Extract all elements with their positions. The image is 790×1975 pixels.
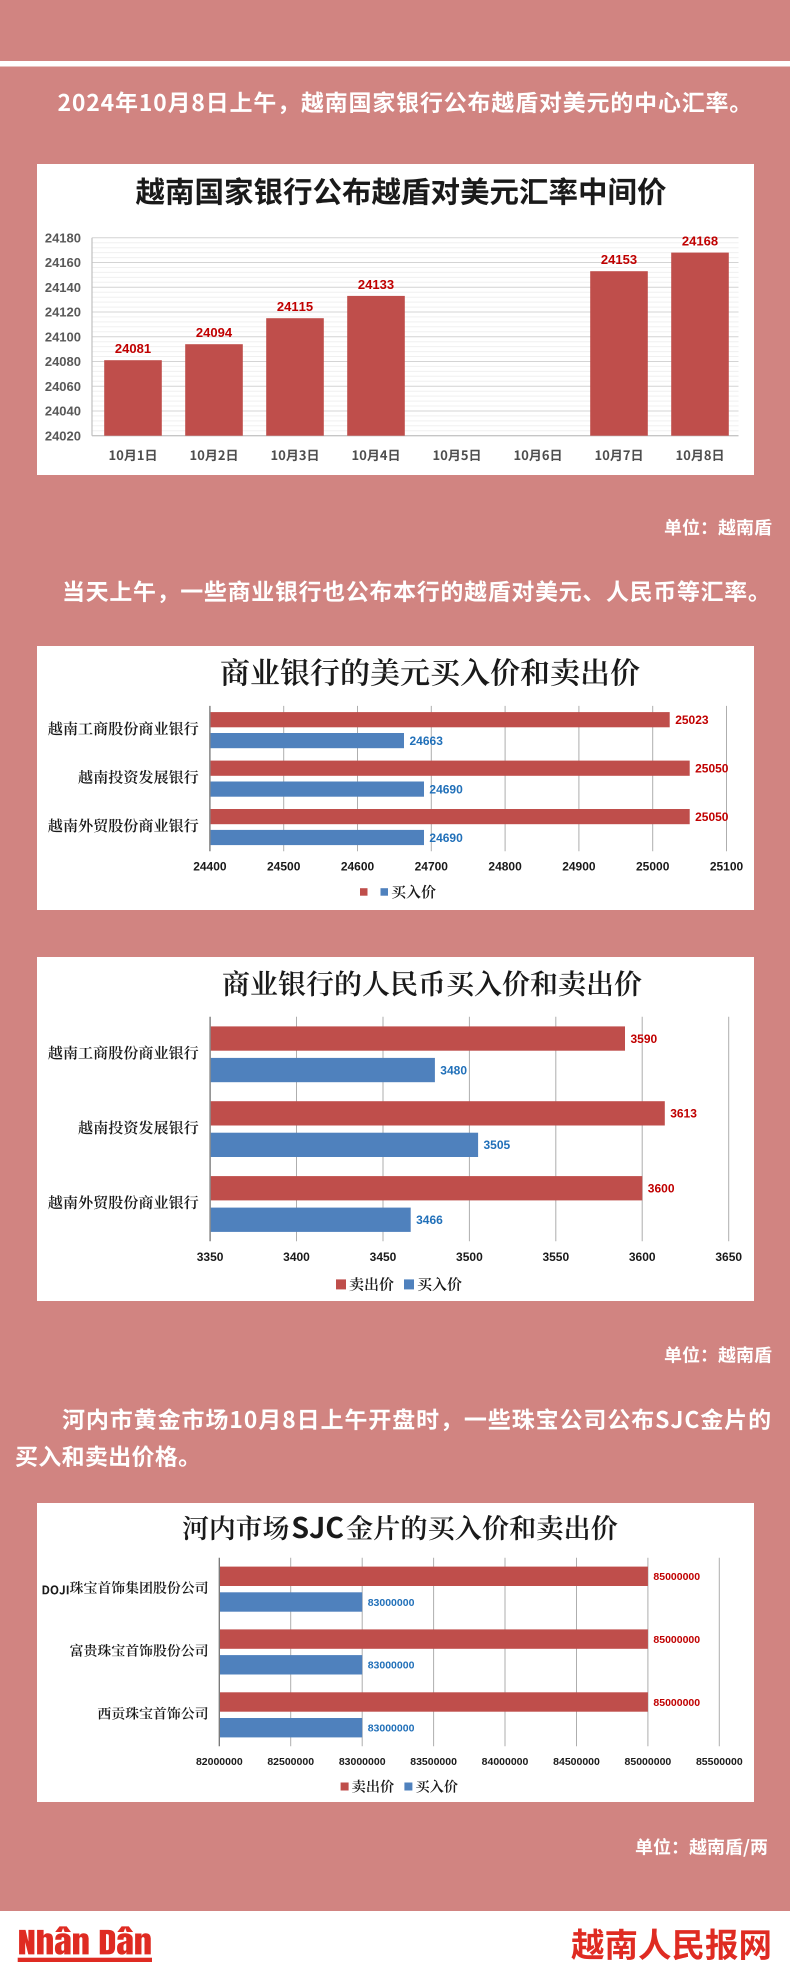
svg-text:3613: 3613 [670, 1107, 697, 1121]
svg-text:24690: 24690 [429, 782, 463, 796]
svg-text:24690: 24690 [429, 831, 463, 845]
svg-text:24115: 24115 [277, 299, 313, 314]
svg-text:84500000: 84500000 [553, 1756, 600, 1768]
svg-text:3466: 3466 [416, 1213, 443, 1227]
svg-text:83000000: 83000000 [368, 1723, 415, 1735]
svg-text:24400: 24400 [193, 860, 227, 874]
svg-text:83500000: 83500000 [410, 1756, 457, 1768]
svg-text:3590: 3590 [631, 1032, 658, 1046]
svg-text:3450: 3450 [370, 1250, 397, 1264]
svg-text:84000000: 84000000 [482, 1756, 529, 1768]
svg-text:24900: 24900 [562, 860, 596, 874]
svg-text:24133: 24133 [358, 277, 394, 292]
svg-text:3550: 3550 [542, 1250, 569, 1264]
svg-text:24168: 24168 [682, 234, 718, 249]
svg-text:85000000: 85000000 [625, 1756, 672, 1768]
svg-text:25050: 25050 [695, 762, 729, 776]
svg-text:85000000: 85000000 [653, 1697, 700, 1709]
svg-text:24500: 24500 [267, 860, 301, 874]
svg-text:24081: 24081 [115, 341, 151, 356]
svg-text:25023: 25023 [675, 713, 709, 727]
svg-text:85500000: 85500000 [696, 1756, 743, 1768]
svg-text:24700: 24700 [415, 860, 449, 874]
svg-text:83000000: 83000000 [368, 1660, 415, 1672]
svg-text:3600: 3600 [629, 1250, 656, 1264]
svg-text:24140: 24140 [45, 280, 81, 295]
svg-text:24600: 24600 [341, 860, 375, 874]
svg-text:3505: 3505 [484, 1138, 511, 1152]
svg-text:25000: 25000 [636, 860, 670, 874]
svg-text:82500000: 82500000 [267, 1756, 314, 1768]
svg-text:3400: 3400 [283, 1250, 310, 1264]
svg-text:83000000: 83000000 [339, 1756, 386, 1768]
svg-text:3480: 3480 [440, 1063, 467, 1077]
svg-text:83000000: 83000000 [368, 1597, 415, 1609]
svg-text:3600: 3600 [648, 1182, 675, 1196]
svg-text:25100: 25100 [710, 860, 744, 874]
svg-text:24094: 24094 [196, 325, 233, 340]
svg-text:24040: 24040 [45, 404, 81, 419]
svg-text:3650: 3650 [715, 1250, 742, 1264]
svg-text:3500: 3500 [456, 1250, 483, 1264]
svg-text:24800: 24800 [488, 860, 522, 874]
svg-text:24160: 24160 [45, 255, 81, 270]
svg-text:85000000: 85000000 [653, 1634, 700, 1646]
svg-text:85000000: 85000000 [653, 1571, 700, 1583]
svg-text:25050: 25050 [695, 810, 729, 824]
svg-text:24080: 24080 [45, 354, 81, 369]
svg-text:24020: 24020 [45, 428, 81, 443]
svg-text:24153: 24153 [601, 252, 637, 267]
svg-text:24180: 24180 [45, 230, 81, 245]
svg-text:24060: 24060 [45, 379, 81, 394]
svg-text:82000000: 82000000 [196, 1756, 243, 1768]
svg-text:24100: 24100 [45, 329, 81, 344]
svg-text:24120: 24120 [45, 305, 81, 320]
svg-text:3350: 3350 [197, 1250, 224, 1264]
svg-text:24663: 24663 [410, 734, 444, 748]
